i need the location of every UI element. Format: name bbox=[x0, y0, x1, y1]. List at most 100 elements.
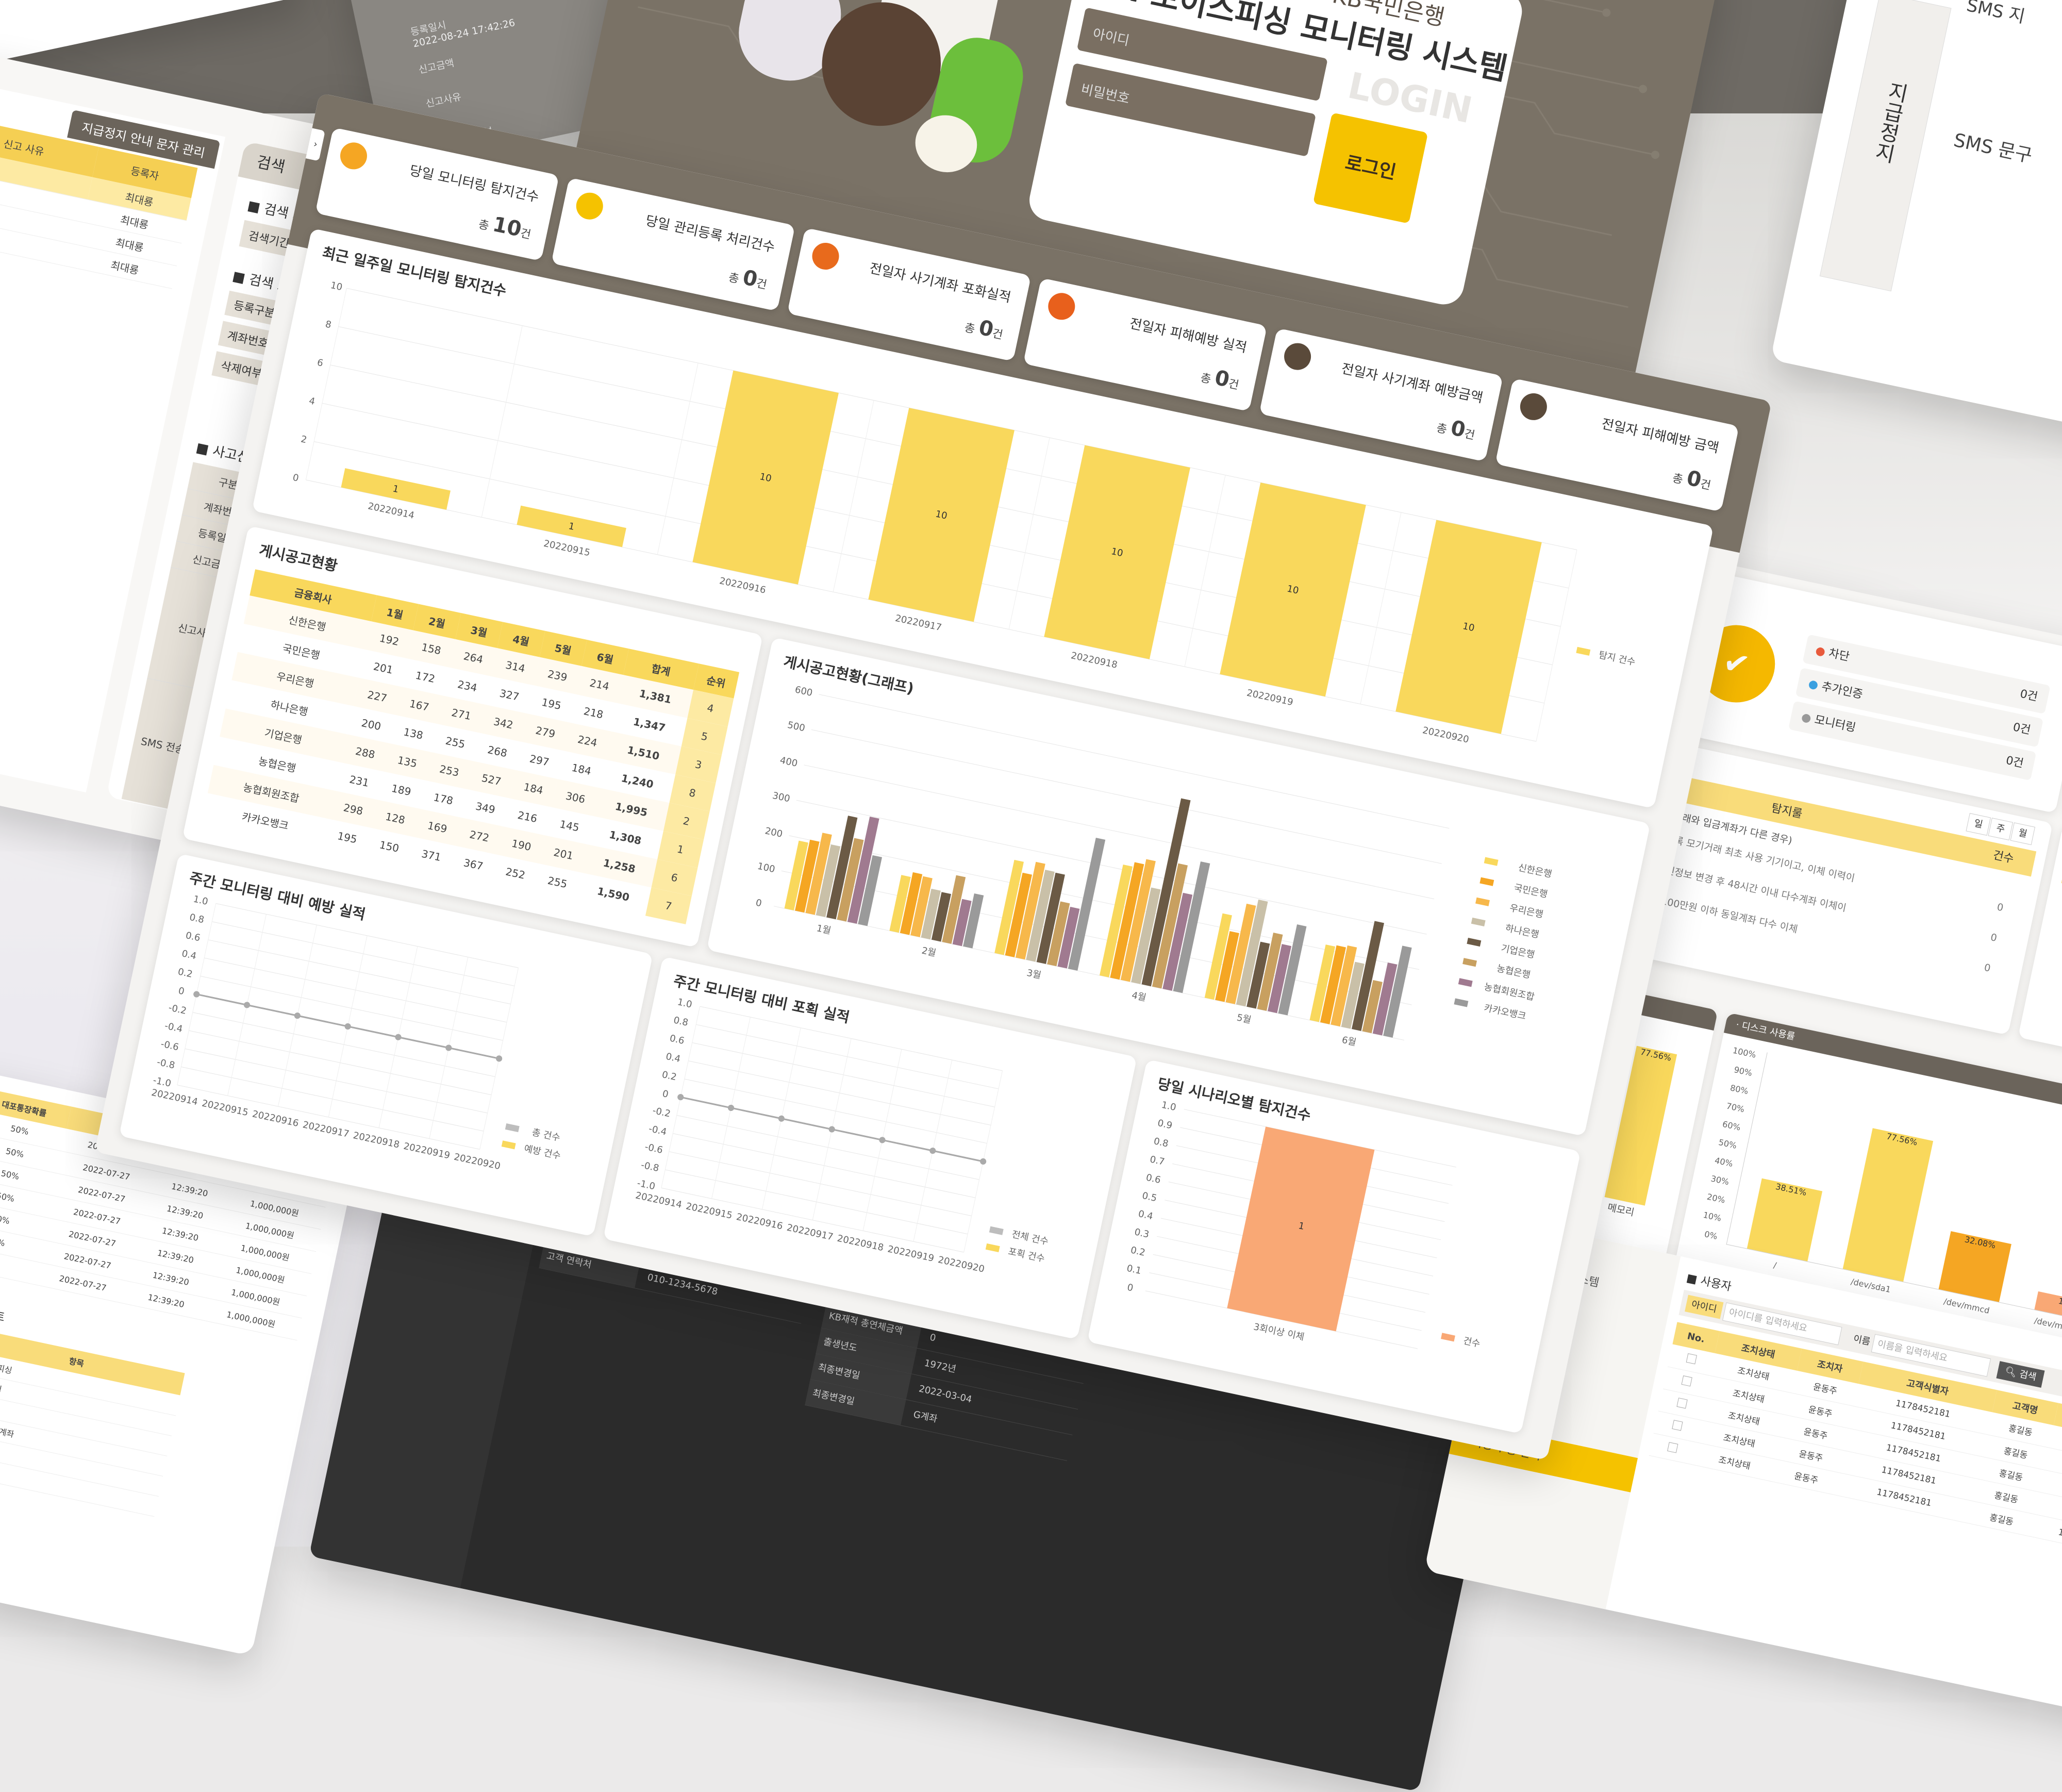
grouped-bar[interactable] bbox=[837, 838, 864, 922]
line-point[interactable] bbox=[929, 1147, 936, 1154]
grouped-bar[interactable] bbox=[1015, 861, 1045, 960]
grouped-bar[interactable] bbox=[1383, 945, 1412, 1038]
y-tick: 2 bbox=[300, 434, 308, 445]
grouped-bar[interactable] bbox=[1141, 798, 1191, 987]
grouped-bar[interactable] bbox=[1068, 837, 1106, 971]
line-point[interactable] bbox=[193, 990, 200, 998]
weekly-bar[interactable] bbox=[868, 408, 1015, 622]
disk-bar[interactable]: 77.56% bbox=[1842, 1128, 1934, 1282]
legend-label: 농협회원조합 bbox=[1483, 982, 1536, 1003]
grouped-bar[interactable] bbox=[1005, 872, 1033, 957]
y-tick: 40% bbox=[1714, 1155, 1734, 1169]
line-point[interactable] bbox=[878, 1136, 886, 1143]
grouped-bar[interactable] bbox=[1120, 859, 1156, 982]
rb-search-button[interactable]: 🔍︎ 검색 bbox=[1996, 1361, 2045, 1388]
tab-day[interactable]: 일 bbox=[1966, 813, 1991, 836]
line-point[interactable] bbox=[243, 1001, 251, 1008]
grouped-bar[interactable] bbox=[847, 816, 879, 924]
grouped-bar[interactable] bbox=[994, 859, 1024, 955]
y-tick: 0.1 bbox=[1126, 1263, 1142, 1276]
grouped-bar[interactable] bbox=[1099, 864, 1133, 977]
grouped-bar[interactable] bbox=[1257, 933, 1283, 1011]
weekly-bar[interactable] bbox=[1044, 445, 1190, 659]
grouped-bar[interactable] bbox=[1372, 962, 1398, 1036]
grouped-bar[interactable] bbox=[1309, 944, 1336, 1022]
grouped-bar[interactable] bbox=[1341, 961, 1365, 1029]
id-label: 아이디 bbox=[1685, 1295, 1724, 1319]
grouped-bar[interactable] bbox=[1047, 901, 1070, 967]
grouped-bar[interactable] bbox=[1110, 862, 1144, 980]
grouped-bar[interactable] bbox=[931, 892, 951, 942]
sms-col-header: SMS 지 bbox=[1965, 0, 2027, 28]
legend-swatch bbox=[1441, 1333, 1455, 1342]
y-tick: 0.4 bbox=[181, 948, 197, 961]
tab-month[interactable]: 월 bbox=[2010, 822, 2036, 845]
login-screen: ★ KB국민은행 AI 보이스피싱 모니터링 시스템 LOGIN 아이디 비밀번… bbox=[556, 0, 1723, 468]
scenario-bar[interactable] bbox=[1227, 1126, 1375, 1332]
grouped-bar[interactable] bbox=[1352, 921, 1384, 1031]
x-tick: 20220914 bbox=[367, 501, 415, 521]
login-button[interactable]: 로그인 bbox=[1312, 112, 1428, 224]
grouped-bar[interactable] bbox=[1331, 945, 1357, 1027]
weekly-bar[interactable] bbox=[1395, 520, 1542, 734]
grouped-bar[interactable] bbox=[889, 875, 911, 933]
grouped-bar[interactable] bbox=[784, 840, 808, 910]
grouped-bar[interactable] bbox=[1215, 931, 1239, 1002]
line-point[interactable] bbox=[445, 1044, 452, 1051]
row-checkbox[interactable] bbox=[1672, 1420, 1683, 1431]
grouped-bar[interactable] bbox=[1036, 872, 1065, 964]
x-tick: 20220917 bbox=[894, 613, 943, 634]
row-checkbox[interactable] bbox=[1667, 1442, 1678, 1453]
grouped-bar[interactable] bbox=[1152, 863, 1188, 989]
disk-bar[interactable]: 38.51% bbox=[1747, 1179, 1823, 1262]
row-checkbox[interactable] bbox=[1676, 1398, 1688, 1409]
legend-swatch bbox=[501, 1140, 516, 1150]
grouped-bar[interactable] bbox=[1173, 861, 1210, 993]
weekly-bar[interactable] bbox=[1220, 483, 1366, 697]
line-point[interactable] bbox=[344, 1023, 352, 1030]
grouped-bar[interactable] bbox=[910, 876, 933, 937]
grouped-bar[interactable] bbox=[794, 839, 820, 913]
grouped-bar[interactable] bbox=[1320, 945, 1346, 1024]
row-checkbox[interactable] bbox=[1681, 1375, 1692, 1387]
bar-value-label: 32.08% bbox=[1964, 1234, 1997, 1251]
line-point[interactable] bbox=[778, 1115, 785, 1122]
grouped-bar[interactable] bbox=[805, 833, 832, 915]
grouped-bar[interactable] bbox=[1162, 892, 1193, 991]
grouped-bar[interactable] bbox=[816, 844, 841, 917]
grouped-bar[interactable] bbox=[1131, 887, 1161, 984]
row-checkbox[interactable] bbox=[1686, 1353, 1698, 1365]
grouped-bar[interactable] bbox=[952, 899, 972, 947]
weekly-bar[interactable] bbox=[692, 370, 839, 585]
grouped-bar[interactable] bbox=[921, 888, 941, 940]
line-point[interactable] bbox=[828, 1125, 836, 1133]
grouped-bar[interactable] bbox=[1278, 924, 1307, 1016]
line-point[interactable] bbox=[727, 1104, 735, 1111]
shield-icon bbox=[1045, 290, 1078, 323]
legend-label: 우리은행 bbox=[1508, 903, 1544, 920]
grouped-bar[interactable] bbox=[826, 816, 858, 920]
weekly-bar[interactable] bbox=[341, 468, 451, 510]
disk-bar[interactable]: 32.08% bbox=[1938, 1231, 2011, 1302]
weekly-bar[interactable] bbox=[517, 505, 626, 547]
grouped-bar[interactable] bbox=[1026, 870, 1055, 962]
grouped-bar[interactable] bbox=[1204, 913, 1232, 1000]
grouped-bar[interactable] bbox=[963, 893, 984, 949]
grouped-bar[interactable] bbox=[1246, 941, 1270, 1009]
grouped-bar[interactable] bbox=[1225, 903, 1256, 1004]
line-point[interactable] bbox=[294, 1012, 301, 1019]
line-point[interactable] bbox=[495, 1055, 503, 1062]
gridline bbox=[1008, 437, 1050, 629]
line-point[interactable] bbox=[394, 1034, 402, 1041]
grouped-bar[interactable] bbox=[1236, 899, 1268, 1007]
line-point[interactable] bbox=[677, 1093, 684, 1101]
kpi-value-row: 총 0건 bbox=[1199, 366, 1240, 392]
grouped-bar[interactable] bbox=[1362, 980, 1383, 1034]
grouped-bar[interactable] bbox=[1268, 944, 1292, 1014]
grouped-bar[interactable] bbox=[900, 872, 923, 935]
tab-week[interactable]: 주 bbox=[1988, 818, 2014, 841]
grouped-bar[interactable] bbox=[858, 855, 883, 926]
grouped-bar[interactable] bbox=[1057, 906, 1080, 969]
line-point[interactable] bbox=[979, 1158, 987, 1165]
grouped-bar[interactable] bbox=[942, 875, 966, 944]
